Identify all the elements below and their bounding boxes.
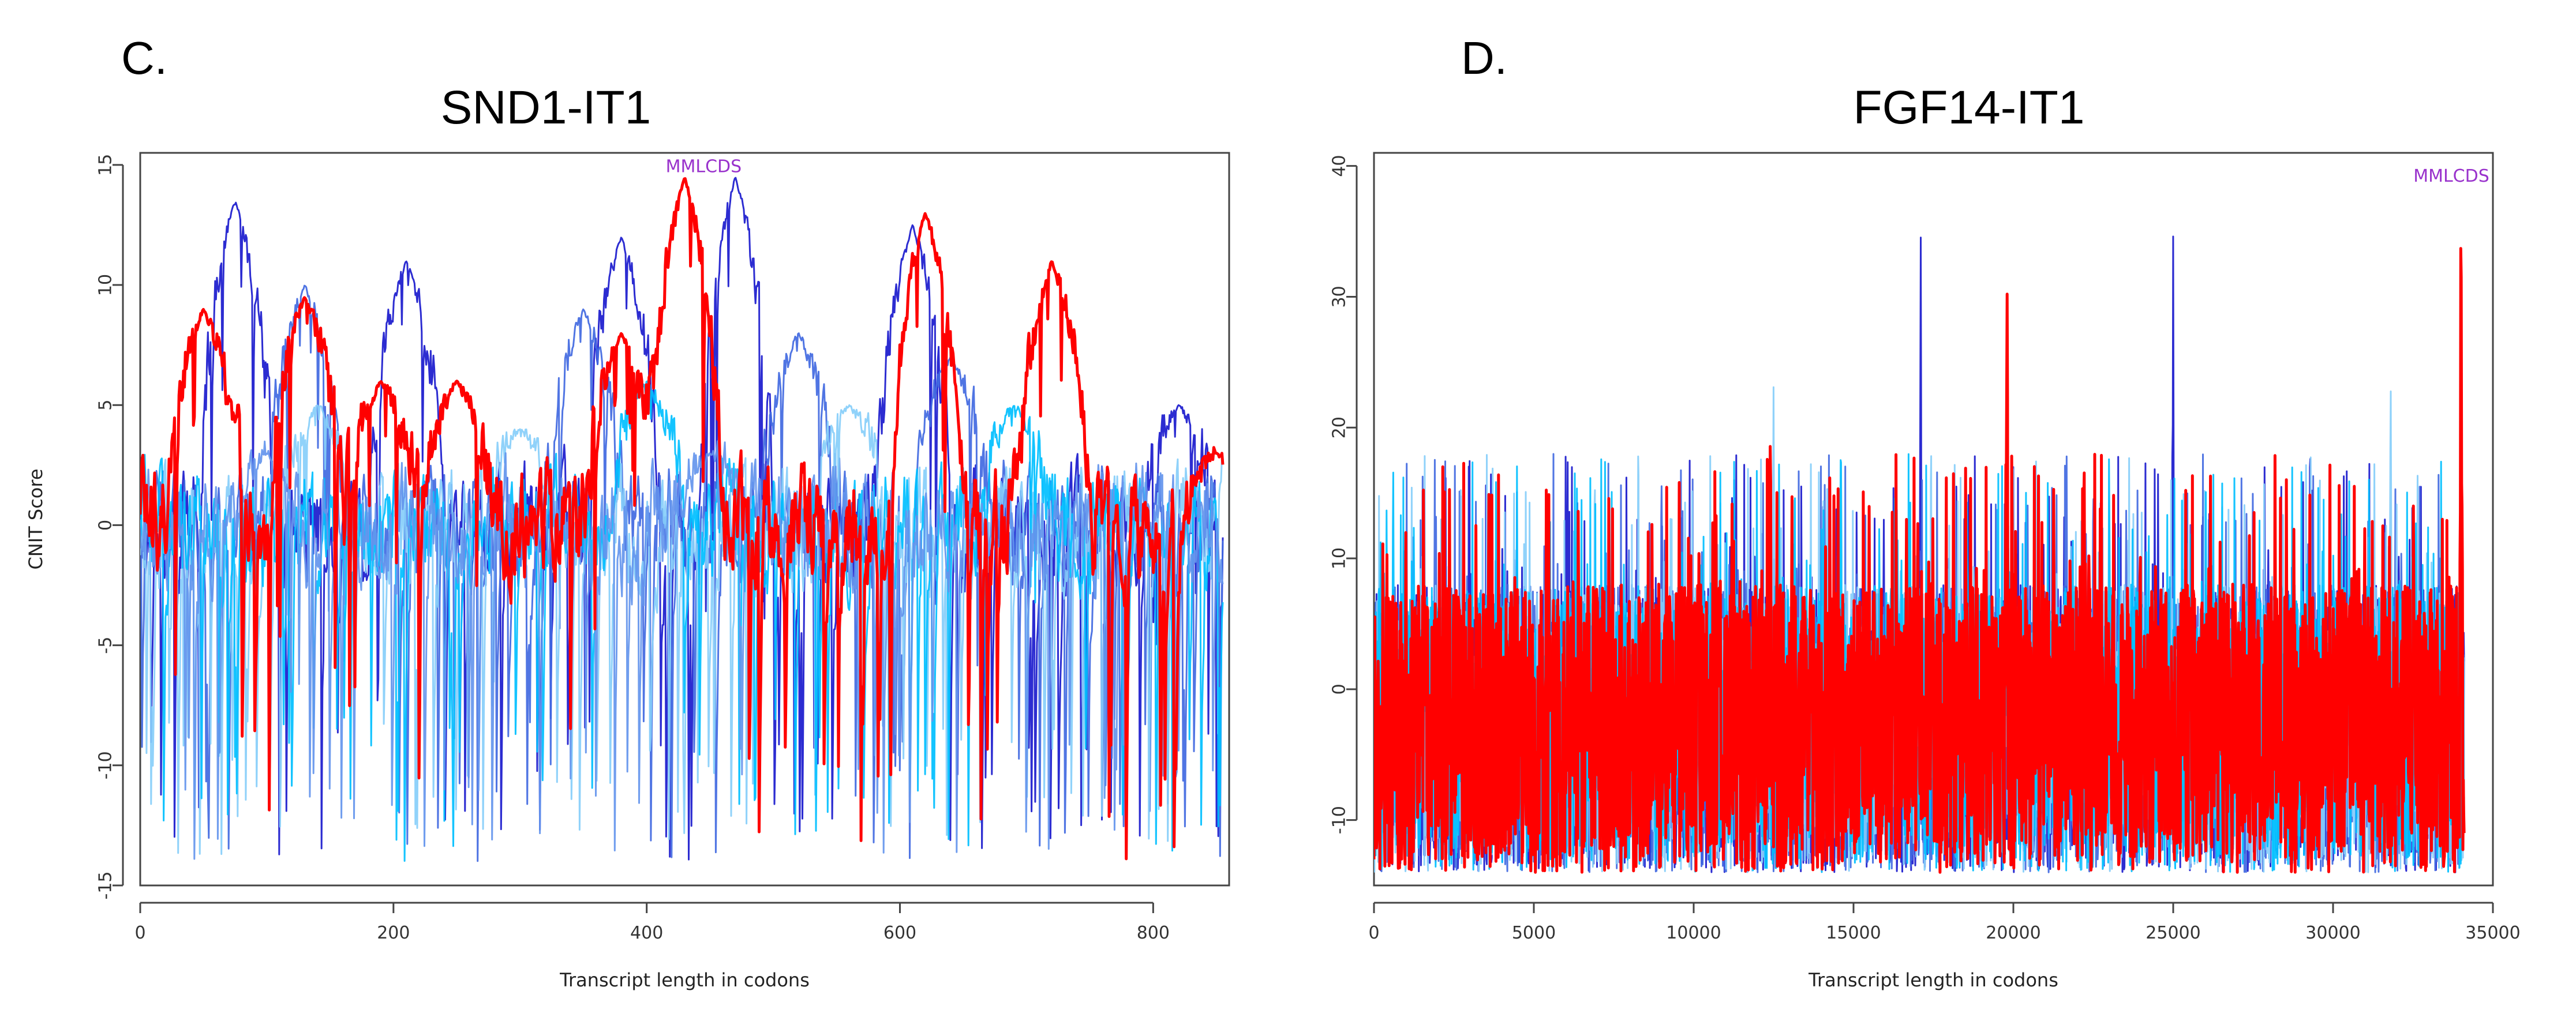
x-axis-label: Transcript length in codons [559, 969, 810, 991]
series-line-frame_highlight [1374, 247, 2466, 874]
annotation-label: MMLCDS [666, 156, 742, 177]
y-tick-label: 0 [96, 520, 116, 531]
x-tick-label: 0 [1368, 923, 1379, 943]
chart-svg: 0 5000 10000 15000 20000 25000 30000 35000 -10 0 1… [1330, 152, 2521, 991]
x-tick-label: 20000 [1986, 923, 2040, 943]
y-tick-label: -5 [96, 637, 116, 654]
y-tick-label: 10 [96, 274, 116, 296]
series-line-frame_highlight [140, 177, 1225, 861]
panel-label: C. [121, 32, 167, 84]
y-tick-label: 30 [1330, 286, 1350, 307]
x-tick-label: 10000 [1666, 923, 1721, 943]
x-tick-label: 5000 [1512, 923, 1556, 943]
panel-d: D. FGF14-IT1 0 5000 10000 15000 20000 25000 30… [1288, 0, 2576, 1021]
series-line-mml_4 [140, 380, 1224, 862]
x-tick-label: 35000 [2465, 923, 2520, 943]
x-tick-label: 30000 [2305, 923, 2360, 943]
y-tick-label: 15 [96, 154, 116, 176]
chart-title-text: FGF14-IT1 [1853, 81, 2085, 134]
panel-c: C. SND1-IT1 0 200 400 600 800 -15 -10 -5 0 5 10 15 T… [25, 32, 1230, 991]
y-tick-label: 40 [1330, 155, 1350, 177]
panel-label: D. [1461, 32, 1507, 84]
y-tick-label: 20 [1330, 416, 1350, 438]
y-axis-label: CNIT Score [25, 468, 47, 569]
y-tick-label: -10 [1330, 806, 1350, 834]
x-tick-label: 400 [630, 923, 663, 943]
x-tick-label: 25000 [2146, 923, 2200, 943]
x-tick-label: 200 [377, 923, 410, 943]
plot-frame [1373, 152, 2494, 887]
y-tick-label: -10 [96, 751, 116, 779]
x-tick-label: 15000 [1826, 923, 1881, 943]
chart-svg: 0 200 400 600 800 -15 -10 -5 0 5 10 15 Transcript le… [25, 152, 1230, 991]
annotation-label: MMLCDS [2413, 166, 2489, 186]
x-tick-label: 600 [883, 923, 916, 943]
y-tick-label: -15 [96, 872, 116, 900]
series-group [1374, 235, 2466, 874]
x-axis-label: Transcript length in codons [1808, 969, 2058, 991]
y-tick-label: 5 [96, 400, 116, 411]
series-group [140, 177, 1225, 862]
chart-title-text: SND1-IT1 [440, 81, 652, 134]
x-tick-label: 800 [1137, 923, 1170, 943]
y-tick-label: 0 [1330, 684, 1350, 695]
y-tick-label: 10 [1330, 547, 1350, 569]
series-line-mml_5 [140, 440, 1224, 860]
x-tick-label: 0 [134, 923, 145, 943]
series-line-mml_3 [140, 404, 1224, 855]
